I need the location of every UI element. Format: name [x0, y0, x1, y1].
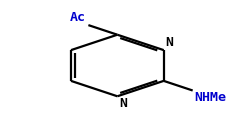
Text: Ac: Ac	[70, 11, 86, 24]
Text: NHMe: NHMe	[194, 91, 226, 104]
Text: N: N	[119, 97, 127, 110]
Text: N: N	[165, 36, 174, 50]
